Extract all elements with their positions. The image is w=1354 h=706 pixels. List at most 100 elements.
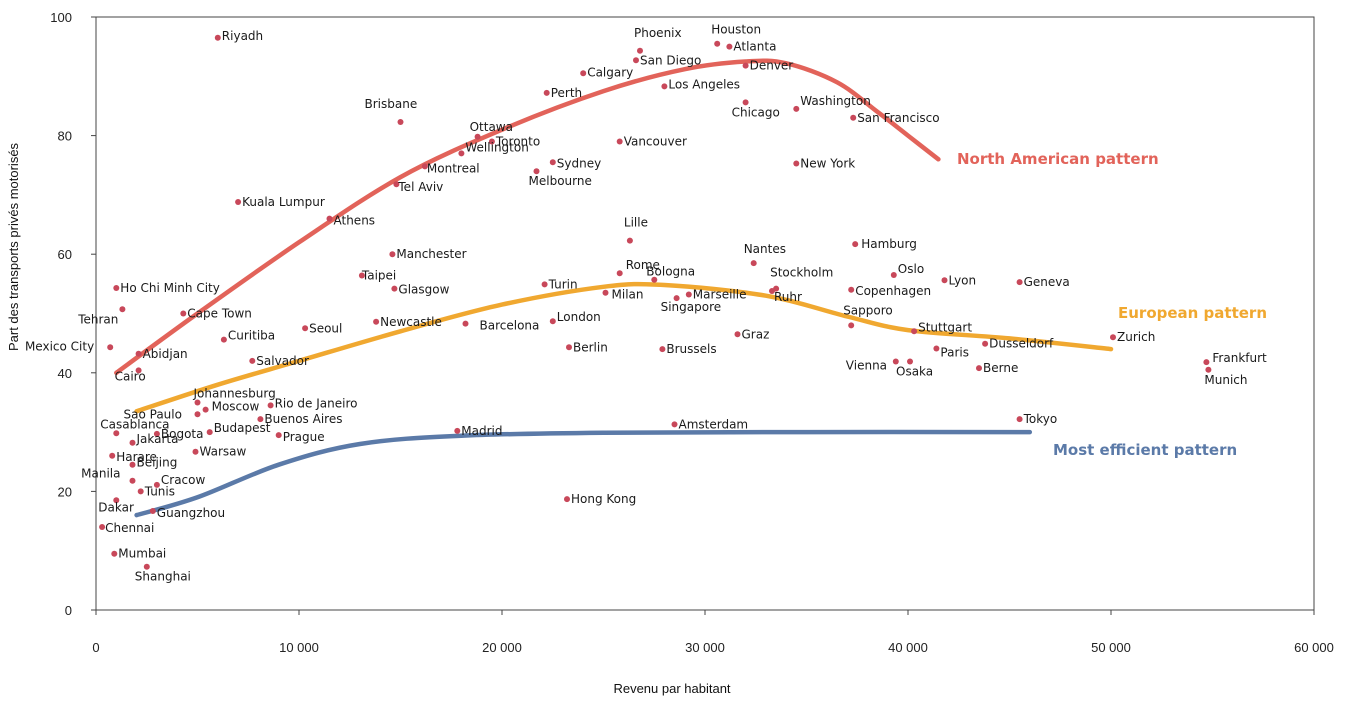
city-label: Graz [742,327,770,341]
city-label: Bologna [646,265,695,279]
city-label: Warsaw [200,445,247,459]
city-label: Denver [750,59,794,73]
trend-labels: North American pattern European pattern Mo… [957,150,1267,459]
city-label: Vienna [846,359,887,373]
city-point [580,70,587,77]
city-point [890,272,897,278]
city-point [214,34,221,41]
city-label: Chicago [732,105,780,119]
city-point [397,119,404,125]
city-label: Sao Paulo [124,407,182,421]
city-point [391,285,398,292]
city-point [793,160,800,167]
city-label: Chennai [105,521,154,535]
city-point [153,430,160,437]
city-label: San Diego [640,53,701,67]
city-point [267,402,274,409]
city-point [1110,334,1116,341]
city-point [454,427,461,434]
y-tick-label: 100 [50,10,72,25]
city-point [129,477,136,484]
city-label: Guangzhou [157,506,225,520]
city-label: Shanghai [135,570,191,584]
city-label: Los Angeles [668,77,740,91]
city-label: Mexico City [25,339,94,353]
city-label: London [557,310,601,324]
city-point [99,524,106,530]
city-label: Mumbai [118,547,166,561]
trend-line-most-efficient-pattern [134,429,1033,518]
y-axis-title: Part des transports privés motorisés [6,142,21,351]
city-point [137,488,144,495]
city-label: Manila [81,467,120,481]
x-tick-label: 10 000 [279,640,319,655]
y-tick-label: 60 [58,247,72,262]
city-point [769,288,775,294]
trend-label: European pattern [1118,304,1267,322]
city-point [685,291,692,298]
city-label: Tel Aviv [397,180,443,194]
city-label: Cairo [115,369,146,383]
city-point [714,40,721,47]
city-label: Frankfurt [1212,351,1267,365]
city-label: Vancouver [624,135,687,149]
city-label: Jakarta [136,432,179,446]
city-label: Munich [1204,373,1247,387]
city-label: New York [800,157,855,171]
city-labels: Riyadh Phoenix San Diego Houston Atlanta Denv… [25,23,1267,584]
city-label: Montreal [427,161,480,175]
city-label: Milan [612,288,644,302]
city-point [1203,359,1210,366]
city-point [976,365,982,372]
city-label: Curitiba [228,329,275,343]
city-point [543,89,550,96]
trend-lines [114,58,1114,518]
city-point [149,508,156,514]
trend-label: North American pattern [957,150,1159,168]
city-point [113,430,120,437]
y-tick-label: 0 [65,603,72,618]
city-point [202,406,209,413]
city-label: Ottawa [470,120,513,134]
y-tick-label: 40 [58,366,72,381]
city-label: Abidjan [143,347,188,361]
city-label: Madrid [461,424,502,438]
city-label: Singapore [661,300,722,314]
city-point [637,47,643,54]
city-label: San Francisco [857,111,939,125]
city-point [194,399,201,406]
city-point [474,133,481,140]
plot-frame [95,16,1315,611]
city-point [458,150,465,157]
city-point [661,83,668,90]
city-label: Glasgow [398,283,449,297]
x-tick-label: 0 [92,640,99,655]
city-point [626,237,633,244]
city-label: Athens [334,214,376,228]
city-label: Sydney [557,156,601,170]
city-label: Hong Kong [571,492,636,506]
city-label: Sapporo [843,303,893,317]
city-point [235,199,242,205]
city-label: Ho Chi Minh City [120,281,220,295]
city-label: Beijing [137,456,178,470]
city-point [249,357,256,364]
x-tick-label: 50 000 [1091,640,1131,655]
city-label: Atlanta [733,40,776,54]
city-label: Geneva [1024,275,1070,289]
city-label: Melbourne [529,174,592,188]
city-point [129,439,136,446]
city-point [533,168,540,175]
city-label: Berne [983,361,1018,375]
city-label: Cape Town [187,307,252,321]
city-point [358,272,365,279]
city-label: Copenhagen [855,284,931,298]
city-label: Stockholm [770,266,833,280]
x-tick-label: 40 000 [888,640,928,655]
city-label: Amsterdam [679,417,749,431]
city-label: Lyon [949,273,977,287]
city-label: Tehran [77,312,118,326]
city-label: Salvador [256,354,309,368]
city-label: Berlin [573,340,608,354]
city-label: Casablanca [100,417,169,431]
